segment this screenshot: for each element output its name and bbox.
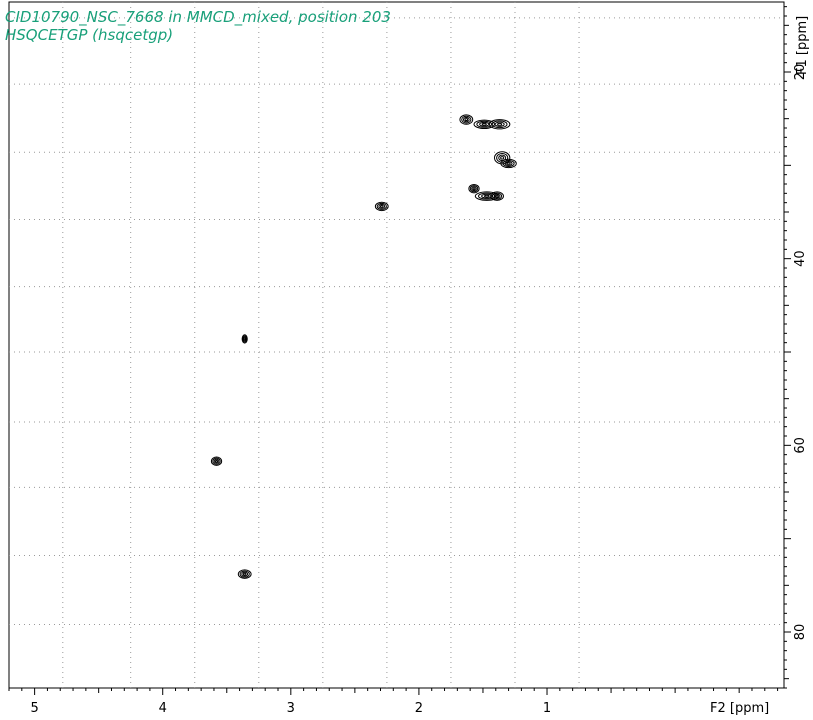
peak-contour bbox=[493, 151, 511, 165]
peak-contour bbox=[214, 459, 219, 463]
hsqc-peak bbox=[459, 114, 474, 125]
peak-contour bbox=[496, 152, 509, 163]
peak-contour bbox=[461, 115, 472, 124]
peak-contour bbox=[506, 162, 511, 165]
peak-contour bbox=[242, 572, 247, 576]
peak-contour bbox=[481, 122, 487, 126]
hsqc-peak bbox=[374, 201, 389, 212]
hsqc-peak bbox=[490, 191, 504, 201]
peak-contour bbox=[378, 204, 386, 209]
peak-contour bbox=[241, 334, 248, 344]
hsqc-peak bbox=[493, 151, 511, 165]
peak-contour bbox=[241, 571, 249, 577]
x-tick-label: 5 bbox=[30, 701, 38, 716]
peak-contour bbox=[494, 121, 505, 127]
peak-contour bbox=[504, 161, 513, 166]
peak-contour bbox=[488, 119, 511, 130]
peak-contour bbox=[500, 158, 517, 169]
x-tick-label: 2 bbox=[415, 701, 423, 716]
peak-contour bbox=[459, 114, 474, 125]
peak-contour bbox=[497, 122, 503, 126]
peak-contour bbox=[379, 205, 384, 208]
peak-contour bbox=[478, 192, 496, 200]
peak-contours bbox=[210, 114, 517, 579]
y-tick-label: 40 bbox=[793, 250, 808, 267]
hsqc-peak bbox=[237, 569, 252, 579]
peak-contour bbox=[462, 117, 470, 123]
peak-contour bbox=[491, 120, 508, 129]
y-tick-label: 80 bbox=[793, 624, 808, 641]
hsqc-peak bbox=[210, 456, 223, 466]
hsqc-peak bbox=[488, 119, 511, 130]
x-tick-label: 4 bbox=[159, 701, 167, 716]
y-axis-label: F1 [ppm] bbox=[795, 16, 810, 75]
peak-contour bbox=[479, 121, 490, 127]
y-tick-label: 20 bbox=[793, 64, 808, 81]
peak-contour bbox=[213, 458, 220, 464]
peak-contour bbox=[210, 456, 223, 466]
x-tick-label: 3 bbox=[287, 701, 295, 716]
peak-contour bbox=[471, 186, 477, 192]
peak-contour bbox=[473, 119, 495, 129]
hsqc-peak bbox=[473, 119, 495, 129]
grid-lines bbox=[9, 2, 784, 688]
peak-contour bbox=[237, 569, 252, 579]
axis-ticks: 5 4 3 2 1 20 40 60 80 bbox=[8, 6, 808, 716]
y-tick-label: 60 bbox=[793, 437, 808, 454]
chart-title: CID10790_NSC_7668 in MMCD_mixed, positio… bbox=[5, 8, 391, 27]
peak-contour bbox=[212, 457, 221, 465]
chart-subtitle: HSQCETGP (hsqcetgp) bbox=[5, 26, 173, 44]
peak-contour bbox=[495, 194, 499, 198]
x-axis-label: F2 [ppm] bbox=[710, 701, 769, 716]
peak-contour bbox=[493, 193, 501, 199]
peak-contour bbox=[239, 570, 250, 578]
hsqc-peak bbox=[500, 158, 517, 169]
peak-contour bbox=[502, 159, 515, 167]
peak-contour bbox=[468, 183, 480, 194]
peak-contour bbox=[476, 120, 493, 128]
peak-contour bbox=[490, 191, 504, 201]
peak-contour bbox=[491, 192, 503, 200]
x-tick-label: 1 bbox=[543, 701, 551, 716]
peak-contour bbox=[243, 337, 247, 341]
hsqc-peak bbox=[468, 183, 480, 194]
peak-contour bbox=[500, 156, 505, 160]
peak-contour bbox=[464, 118, 469, 122]
peak-contour bbox=[376, 202, 387, 210]
peak-contour bbox=[484, 194, 490, 198]
hsqc-peak bbox=[241, 334, 248, 344]
peak-contour bbox=[242, 335, 248, 343]
peak-contour bbox=[472, 187, 476, 191]
peak-contour bbox=[374, 201, 389, 212]
plot-frame bbox=[8, 1, 785, 689]
peak-contour bbox=[469, 185, 479, 193]
